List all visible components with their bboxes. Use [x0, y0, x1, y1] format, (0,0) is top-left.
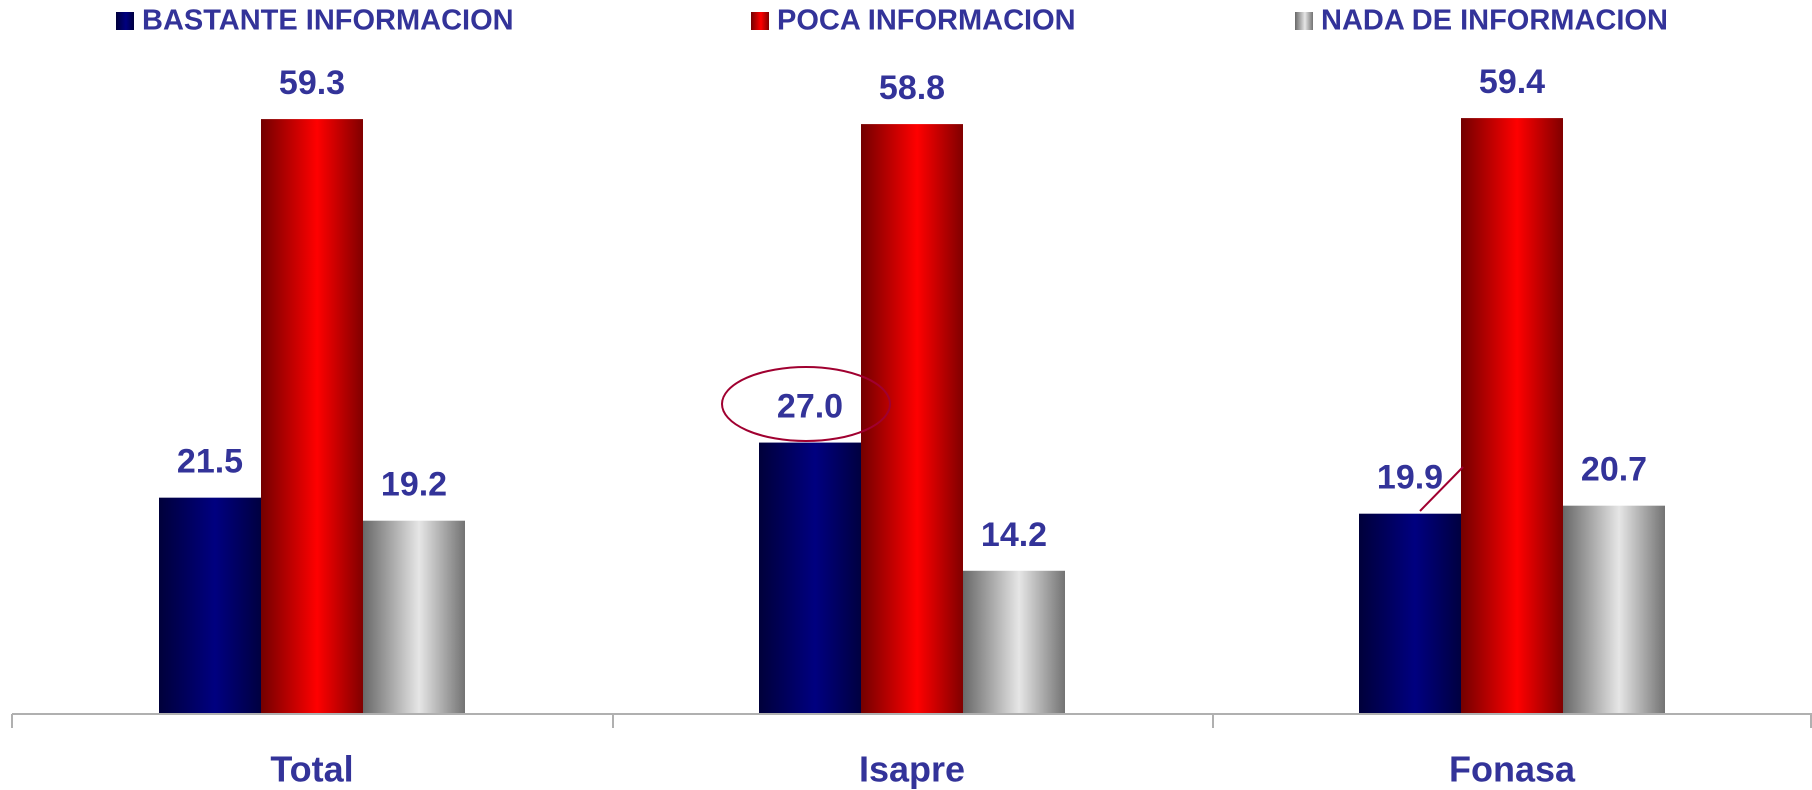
- legend-label: BASTANTE INFORMACION: [142, 5, 514, 37]
- value-label: 19.2: [381, 466, 447, 504]
- x-tick-label: Total: [270, 749, 353, 790]
- legend-label: POCA INFORMACION: [777, 5, 1076, 37]
- bar: [261, 119, 363, 713]
- bar: [1563, 505, 1665, 713]
- legend-label: NADA DE INFORMACION: [1321, 5, 1668, 37]
- legend-swatch: [751, 12, 769, 30]
- value-label: 27.0: [777, 388, 843, 426]
- bar: [159, 497, 261, 713]
- value-label: 58.8: [879, 69, 945, 107]
- bar: [363, 520, 465, 713]
- value-label: 19.9: [1377, 459, 1443, 497]
- legend-swatch: [116, 12, 134, 30]
- value-label: 14.2: [981, 516, 1047, 554]
- highlight-ellipse: [721, 366, 891, 442]
- legend-swatch: [1295, 12, 1313, 30]
- bar: [963, 570, 1065, 713]
- x-tick-label: Fonasa: [1449, 749, 1576, 790]
- x-tick-label: Isapre: [859, 749, 965, 790]
- plot: BASTANTE INFORMACION POCA INFORMACION NADA…: [116, 5, 1668, 790]
- bar: [1359, 513, 1461, 713]
- bar: [861, 124, 963, 713]
- bar: [759, 442, 861, 713]
- value-label: 20.7: [1581, 451, 1647, 489]
- highlight-stroke: [1419, 466, 1464, 512]
- value-label: 59.3: [279, 64, 345, 102]
- bar: [1461, 118, 1563, 713]
- value-label: 59.4: [1479, 63, 1545, 101]
- value-label: 21.5: [177, 443, 243, 481]
